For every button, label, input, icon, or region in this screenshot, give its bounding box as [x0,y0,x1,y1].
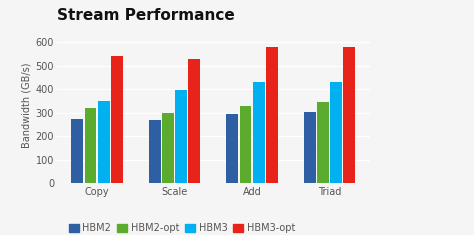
Bar [239,106,251,183]
Bar [111,56,123,183]
Bar [330,82,342,183]
Bar [175,90,187,183]
Bar [304,112,316,183]
Bar [149,120,161,183]
Bar [227,114,238,183]
Bar [162,113,174,183]
Bar [72,119,83,183]
Bar [343,47,355,183]
Bar [188,59,200,183]
Bar [266,47,278,183]
Bar [253,82,264,183]
Text: Stream Performance: Stream Performance [57,8,235,23]
Y-axis label: Bandwidth (GB/s): Bandwidth (GB/s) [21,63,31,149]
Bar [317,102,329,183]
Bar [85,108,97,183]
Bar [98,101,109,183]
Legend: HBM2, HBM2-opt, HBM3, HBM3-opt: HBM2, HBM2-opt, HBM3, HBM3-opt [65,219,299,235]
